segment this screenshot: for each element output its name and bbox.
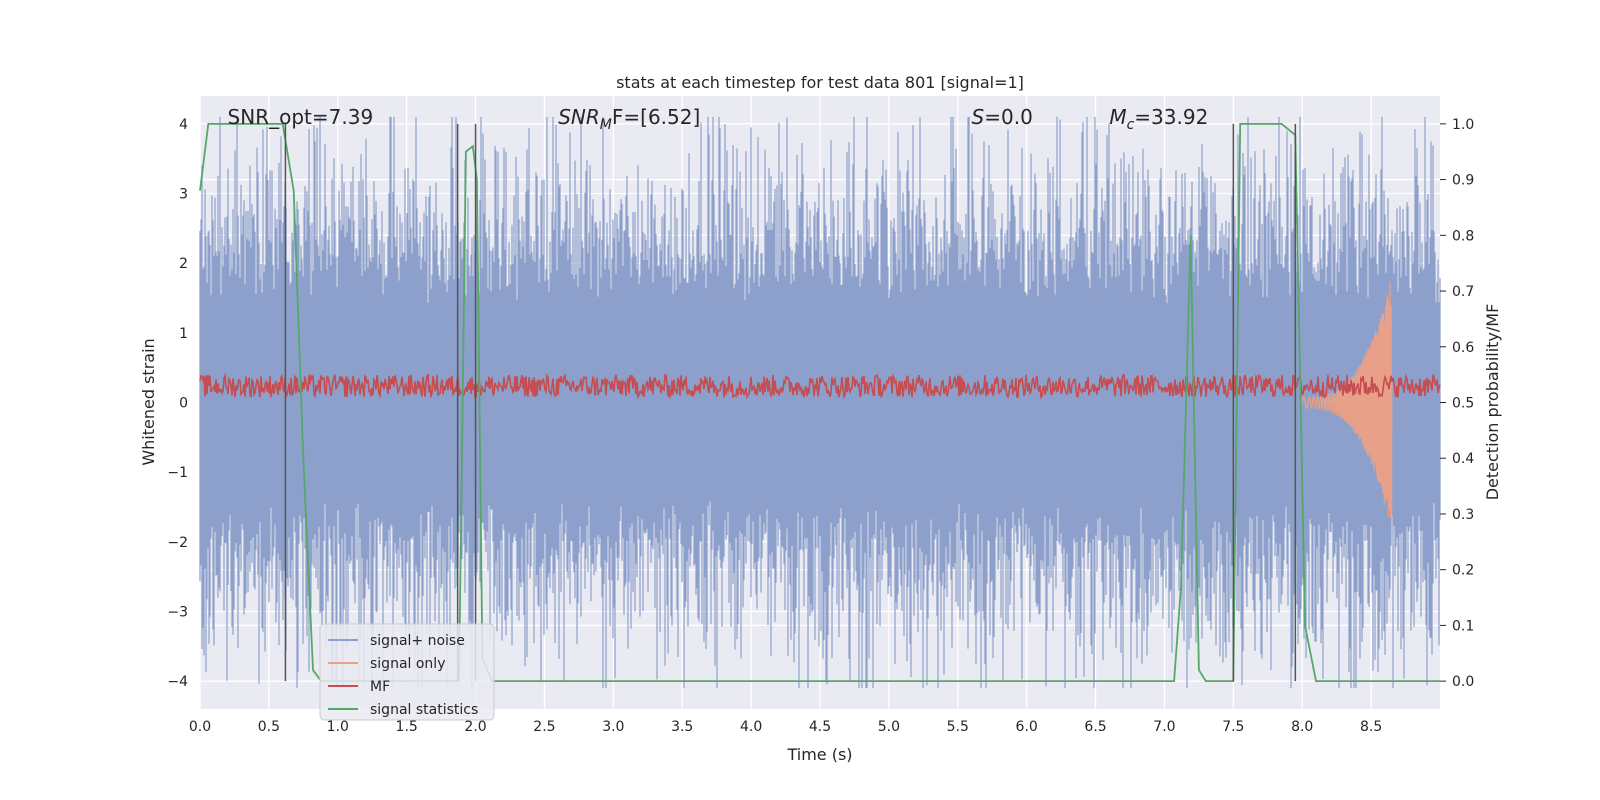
y-right-tick-label: 0.2 <box>1452 563 1474 579</box>
legend-items: signal+ noise signal only MF signal statist… <box>328 633 478 718</box>
y-right-tick-label: 0.1 <box>1452 618 1474 634</box>
annotation: SNRMF=[6.52] <box>558 105 700 133</box>
x-tick-label: 8.5 <box>1360 719 1382 735</box>
y-right-tick-label: 0.0 <box>1452 674 1474 690</box>
y-right-tick-label: 0.9 <box>1452 173 1474 189</box>
y-right-tick-label: 0.3 <box>1452 507 1474 523</box>
annotation-main: S <box>972 105 985 129</box>
annotation-subscript: M <box>600 117 612 133</box>
x-tick-label: 5.0 <box>878 719 900 735</box>
y-right-tick-label: 0.5 <box>1452 396 1474 412</box>
y-right-tick-label: 0.6 <box>1452 340 1474 356</box>
x-tick-label: 0.0 <box>189 719 211 735</box>
y-axis-label-right: Detection probability/MF <box>1483 304 1502 501</box>
x-tick-label: 4.5 <box>809 719 831 735</box>
y-left-tick-label: 0 <box>179 396 188 412</box>
x-tick-label: 7.5 <box>1222 719 1244 735</box>
legend-box <box>319 623 495 721</box>
chart-title: stats at each timestep for test data 801… <box>616 73 1024 92</box>
x-tick-label: 4.0 <box>740 719 762 735</box>
legend-entry: signal statistics <box>370 702 478 718</box>
series-signal-only <box>1301 282 1393 523</box>
annotation-main: SNR <box>558 105 600 129</box>
x-tick-label: 2.5 <box>533 719 555 735</box>
annotation-main: SNR_opt=7.39 <box>228 105 374 129</box>
legend-entry: signal+ noise <box>370 633 465 649</box>
y-right-tick-label: 1.0 <box>1452 117 1474 133</box>
x-tick-label: 6.5 <box>1084 719 1106 735</box>
x-tick-label: 1.0 <box>327 719 349 735</box>
x-tick-label: 8.0 <box>1291 719 1313 735</box>
annotation: Mc=33.92 <box>1109 105 1208 133</box>
y-left-tick-label: −3 <box>167 604 188 620</box>
y-left-tick-label: 4 <box>179 117 188 133</box>
x-tick-label: 5.5 <box>947 719 969 735</box>
annotation-suffix: =0.0 <box>984 105 1033 129</box>
x-axis-label: Time (s) <box>786 745 852 764</box>
legend: signal+ noise signal only MF signal statist… <box>319 623 495 721</box>
y-right-tick-label: 0.4 <box>1452 451 1474 467</box>
legend-entry: signal only <box>370 656 445 672</box>
x-tick-label: 3.5 <box>671 719 693 735</box>
y-axis-label-left: Whitened strain <box>139 338 158 465</box>
annotation-suffix: =33.92 <box>1134 105 1208 129</box>
x-tick-label: 2.0 <box>464 719 486 735</box>
annotation-main: M <box>1109 105 1126 129</box>
annotation-subscript: c <box>1127 117 1135 133</box>
y-left-tick-label: −1 <box>167 465 188 481</box>
x-tick-label: 3.0 <box>602 719 624 735</box>
x-tick-label: 6.0 <box>1016 719 1038 735</box>
x-tick-label: 7.0 <box>1153 719 1175 735</box>
y-left-tick-label: 3 <box>179 187 188 203</box>
x-tick-label: 1.5 <box>396 719 418 735</box>
y-left-tick-label: 2 <box>179 256 188 272</box>
legend-entry: MF <box>370 679 390 695</box>
y-left-tick-label: 1 <box>179 326 188 342</box>
tick-layer: 0.0 0.5 1.0 1.5 2.0 2.5 3.0 3.5 4.0 4.5 5.0 5.5 6.0 6… <box>167 117 1474 735</box>
y-right-tick-label: 0.7 <box>1452 284 1474 300</box>
annotation-layer: SNR_opt=7.39 SNRMF=[6.52] S=0.0 Mc=33.92 <box>228 105 1209 133</box>
x-tick-label: 0.5 <box>258 719 280 735</box>
y-right-tick-label: 0.8 <box>1452 228 1474 244</box>
annotation-suffix: F=[6.52] <box>612 105 700 129</box>
vline-layer <box>284 123 1297 682</box>
y-left-tick-label: −4 <box>167 674 188 690</box>
annotation: S=0.0 <box>972 105 1033 129</box>
y-left-tick-label: −2 <box>167 535 188 551</box>
annotation: SNR_opt=7.39 <box>228 105 374 129</box>
